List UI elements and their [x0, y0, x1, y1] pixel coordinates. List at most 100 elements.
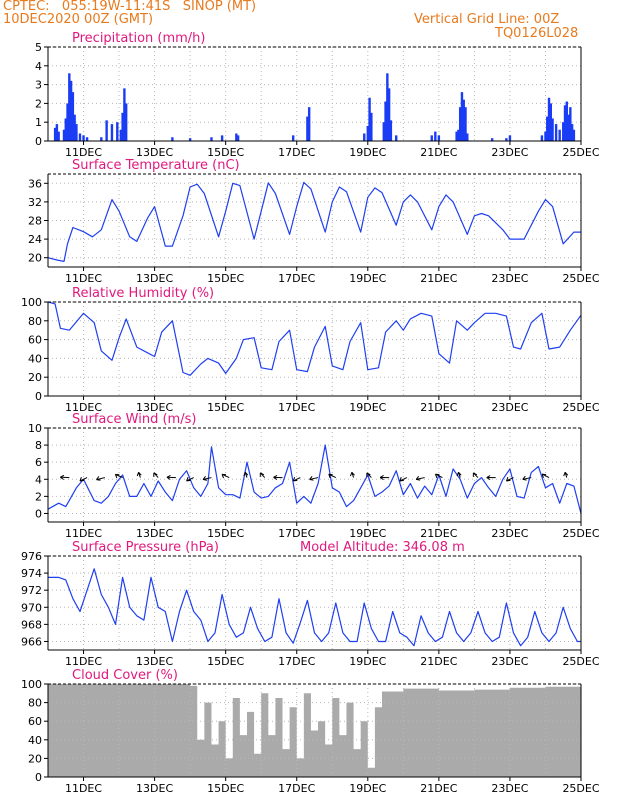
wind-arrow-head	[472, 472, 478, 477]
y-tick-label: 4	[35, 473, 42, 486]
x-tick-label: 15DEC	[207, 146, 244, 159]
x-tick-label: 23DEC	[491, 401, 528, 414]
wind-arrow	[522, 477, 532, 480]
y-tick-label: 80	[28, 697, 42, 710]
y-tick-label: 32	[28, 196, 42, 209]
wind-arrow-head	[243, 471, 249, 477]
wind-arrow-head	[273, 474, 278, 480]
y-tick-label: 100	[21, 296, 42, 309]
precip-bar	[110, 124, 114, 141]
x-tick-label: 21DEC	[420, 272, 457, 285]
y-tick-label: 60	[28, 715, 42, 728]
panel-title: Surface Wind (m/s)	[72, 412, 196, 427]
wind-arrow-head	[309, 476, 314, 481]
x-tick-label: 25DEC	[562, 782, 599, 795]
precip-bar	[458, 107, 462, 141]
precip-bar	[121, 112, 124, 141]
x-tick-label: 15DEC	[207, 527, 244, 540]
panel-annotation: Model Altitude: 346.08 m	[300, 540, 465, 555]
y-tick-label: 0	[35, 135, 42, 148]
precip-bar	[567, 114, 570, 141]
y-tick-label: 976	[21, 550, 42, 563]
x-tick-label: 11DEC	[65, 782, 102, 795]
y-tick-label: 80	[28, 315, 42, 328]
precip-bar	[75, 124, 78, 141]
wind-arrow-head	[350, 471, 355, 477]
precip-bar	[82, 135, 85, 141]
precip-bar	[508, 135, 512, 141]
wind-arrow-head	[114, 473, 120, 479]
y-tick-label: 0	[35, 507, 42, 520]
x-tick-label: 13DEC	[136, 782, 173, 795]
precip-bar	[53, 127, 57, 141]
y-tick-label: 970	[21, 601, 42, 614]
wind-arrow-head	[60, 474, 65, 480]
precip-bar	[68, 73, 71, 141]
precip-bar	[437, 135, 441, 141]
y-tick-label: 36	[28, 177, 42, 190]
precip-bar	[386, 73, 389, 141]
precip-bar	[563, 105, 567, 141]
precip-bar	[554, 124, 558, 141]
precip-bar	[116, 122, 119, 141]
wind-arrow-head	[456, 471, 462, 477]
x-tick-label: 21DEC	[420, 527, 457, 540]
x-tick-label: 11DEC	[65, 401, 102, 414]
precip-bar	[572, 129, 576, 141]
y-tick-label: 968	[21, 618, 42, 631]
precip-bar	[66, 103, 69, 141]
precip-bar	[64, 118, 67, 141]
wind-arrow-head	[415, 475, 421, 481]
wind-arrow-head	[328, 473, 333, 479]
x-tick-label: 23DEC	[491, 782, 528, 795]
wind-arrow-head	[506, 477, 511, 482]
y-tick-label: 8	[35, 439, 42, 452]
y-tick-label: 2	[35, 97, 42, 110]
precip-bar	[562, 122, 565, 141]
precip-bar	[78, 133, 82, 141]
y-tick-label: 0	[35, 771, 42, 784]
precip-bar	[235, 133, 238, 141]
precip-bar	[570, 124, 574, 141]
y-tick-label: 28	[28, 215, 42, 228]
y-tick-label: 972	[21, 584, 42, 597]
y-tick-label: 24	[28, 233, 42, 246]
precip-bar	[100, 137, 103, 141]
wind-arrow-head	[486, 475, 491, 481]
precip-bar	[505, 138, 508, 141]
precip-bar	[558, 129, 561, 141]
precip-bar	[464, 107, 467, 141]
precip-bar	[546, 116, 549, 141]
wind-arrow-head	[366, 472, 371, 477]
y-tick-label: 60	[28, 334, 42, 347]
precip-bar	[69, 80, 73, 141]
wind-arrow-head	[221, 473, 227, 479]
x-tick-label: 25DEC	[562, 527, 599, 540]
x-tick-label: 23DEC	[491, 272, 528, 285]
y-tick-label: 40	[28, 352, 42, 365]
precip-bar	[85, 137, 89, 141]
y-tick-label: 974	[21, 567, 42, 580]
wind-arrow-head	[96, 476, 101, 481]
wind-arrow-head	[153, 472, 158, 477]
wind-arrow	[416, 477, 425, 480]
y-tick-label: 0	[35, 390, 42, 403]
precip-bar	[466, 133, 469, 141]
y-tick-label: 1	[35, 116, 42, 129]
wind-arrow	[202, 477, 212, 480]
temp-line	[47, 181, 581, 262]
x-tick-label: 21DEC	[420, 146, 457, 159]
precip-bar	[363, 133, 366, 141]
y-tick-label: 20	[28, 752, 42, 765]
precip-bar	[569, 107, 572, 141]
precip-bar	[119, 129, 123, 141]
x-tick-label: 23DEC	[491, 527, 528, 540]
precip-bar	[368, 97, 371, 141]
cloud-cover-area	[48, 684, 581, 777]
precip-bar	[551, 118, 554, 141]
x-tick-label: 21DEC	[420, 401, 457, 414]
x-tick-label: 21DEC	[420, 655, 457, 668]
pres-line	[48, 568, 581, 647]
precip-bar	[123, 88, 126, 141]
